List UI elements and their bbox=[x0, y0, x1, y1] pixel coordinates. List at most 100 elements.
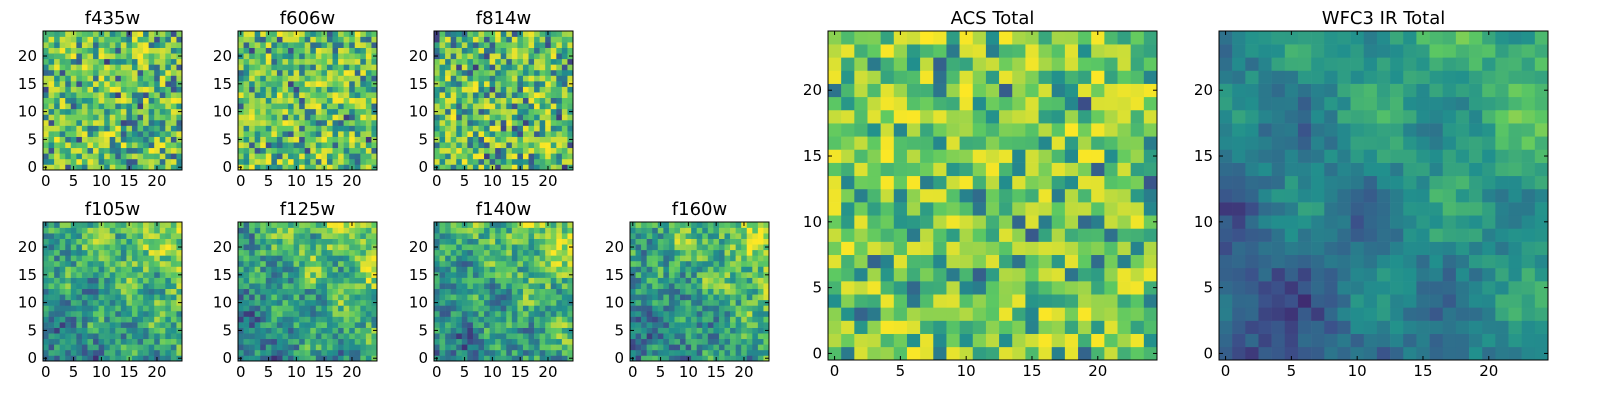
heatmap-cell bbox=[635, 283, 642, 290]
heatmap-cell bbox=[159, 238, 166, 245]
heatmap-cell bbox=[321, 322, 328, 328]
heatmap-cell bbox=[260, 288, 267, 295]
heatmap-cell bbox=[456, 344, 463, 351]
heatmap-cell bbox=[550, 131, 557, 137]
heatmap-cell bbox=[81, 42, 88, 48]
heatmap-cell bbox=[131, 119, 138, 126]
heatmap-cell bbox=[360, 344, 367, 351]
heatmap-cell bbox=[841, 346, 855, 361]
heatmap-cell bbox=[439, 266, 446, 273]
heatmap-cell bbox=[260, 47, 267, 54]
heatmap-cell bbox=[528, 288, 535, 295]
heatmap-cell bbox=[365, 125, 372, 132]
heatmap-cell bbox=[522, 288, 529, 295]
heatmap-cell bbox=[354, 299, 361, 306]
heatmap-cell bbox=[293, 147, 300, 154]
heatmap-cell bbox=[550, 119, 557, 126]
heatmap-cell bbox=[668, 244, 675, 251]
heatmap-cell bbox=[522, 338, 529, 345]
heatmap-cell bbox=[354, 344, 361, 351]
heatmap-cell bbox=[472, 69, 479, 76]
heatmap-cell bbox=[1078, 188, 1092, 203]
heatmap-cell bbox=[674, 244, 681, 251]
heatmap-cell bbox=[299, 310, 306, 317]
heatmap-cell bbox=[489, 227, 496, 234]
heatmap-cell bbox=[137, 64, 144, 71]
heatmap-cell bbox=[522, 81, 529, 87]
heatmap-cell bbox=[371, 316, 378, 323]
heatmap-cell bbox=[450, 97, 457, 104]
heatmap-cell bbox=[730, 333, 736, 340]
heatmap-cell bbox=[349, 310, 356, 317]
heatmap-cell bbox=[652, 305, 659, 312]
heatmap-cell bbox=[439, 58, 446, 65]
heatmap-cell bbox=[1038, 281, 1053, 295]
heatmap-cell bbox=[641, 355, 647, 362]
heatmap-cell bbox=[254, 36, 261, 43]
heatmap-cell bbox=[154, 305, 161, 312]
heatmap-cell bbox=[326, 125, 333, 132]
heatmap-cell bbox=[282, 164, 289, 171]
heatmap-cell bbox=[763, 233, 770, 239]
heatmap-cell bbox=[539, 158, 546, 165]
heatmap-cell bbox=[165, 299, 172, 306]
x-tick-label: 20 bbox=[342, 363, 361, 381]
heatmap-cell bbox=[545, 86, 552, 93]
heatmap-cell bbox=[365, 272, 372, 278]
heatmap-cell bbox=[741, 344, 748, 351]
heatmap-cell bbox=[522, 238, 529, 245]
heatmap-cell bbox=[906, 320, 921, 334]
heatmap-cell bbox=[154, 310, 161, 317]
heatmap-cell bbox=[500, 158, 507, 165]
heatmap-cell bbox=[713, 327, 720, 334]
heatmap-cell bbox=[1038, 320, 1053, 334]
heatmap-cell bbox=[159, 81, 166, 87]
y-tick-label: 10 bbox=[213, 103, 232, 121]
heatmap-cell bbox=[98, 125, 105, 132]
heatmap-cell bbox=[115, 299, 122, 306]
heatmap-cell bbox=[360, 349, 367, 356]
heatmap-cell bbox=[663, 255, 670, 262]
heatmap-cell bbox=[746, 355, 753, 362]
heatmap-cell bbox=[288, 97, 294, 104]
heatmap-cell bbox=[641, 238, 647, 245]
heatmap-cell bbox=[59, 316, 66, 323]
heatmap-cell bbox=[489, 86, 496, 93]
heatmap-cell bbox=[59, 125, 66, 132]
heatmap-cell bbox=[550, 294, 557, 301]
heatmap-cell bbox=[1038, 346, 1053, 361]
heatmap-cell bbox=[371, 260, 378, 267]
heatmap-cell bbox=[556, 260, 563, 267]
heatmap-cell bbox=[439, 299, 446, 306]
heatmap-cell bbox=[495, 349, 502, 356]
heatmap-cell bbox=[131, 260, 138, 267]
heatmap-cell bbox=[456, 338, 463, 345]
heatmap-cell bbox=[70, 119, 77, 126]
heatmap-cell bbox=[985, 254, 1000, 269]
heatmap-cell bbox=[293, 310, 300, 317]
heatmap-cell bbox=[276, 153, 283, 160]
heatmap-cell bbox=[752, 227, 759, 234]
heatmap-cell bbox=[556, 277, 563, 284]
heatmap-cell bbox=[450, 277, 457, 284]
heatmap-cell bbox=[65, 344, 72, 351]
heatmap-cell bbox=[489, 119, 496, 126]
heatmap-cell bbox=[154, 36, 161, 43]
heatmap-cell bbox=[271, 233, 278, 239]
heatmap-cell bbox=[500, 36, 507, 43]
heatmap-cell bbox=[489, 322, 496, 328]
heatmap-cell bbox=[506, 249, 513, 256]
heatmap-cell bbox=[148, 255, 155, 262]
heatmap-cell bbox=[550, 227, 557, 234]
heatmap-cell bbox=[332, 31, 339, 37]
heatmap-cell bbox=[467, 299, 474, 306]
heatmap-cell bbox=[528, 164, 535, 171]
heatmap-cell bbox=[365, 222, 372, 228]
heatmap-cell bbox=[506, 327, 513, 334]
heatmap-cell bbox=[730, 255, 736, 262]
heatmap-cell bbox=[265, 344, 272, 351]
heatmap-cell bbox=[495, 266, 502, 273]
heatmap-cell bbox=[326, 283, 333, 290]
heatmap-cell bbox=[170, 142, 177, 149]
heatmap-cell bbox=[534, 108, 540, 115]
